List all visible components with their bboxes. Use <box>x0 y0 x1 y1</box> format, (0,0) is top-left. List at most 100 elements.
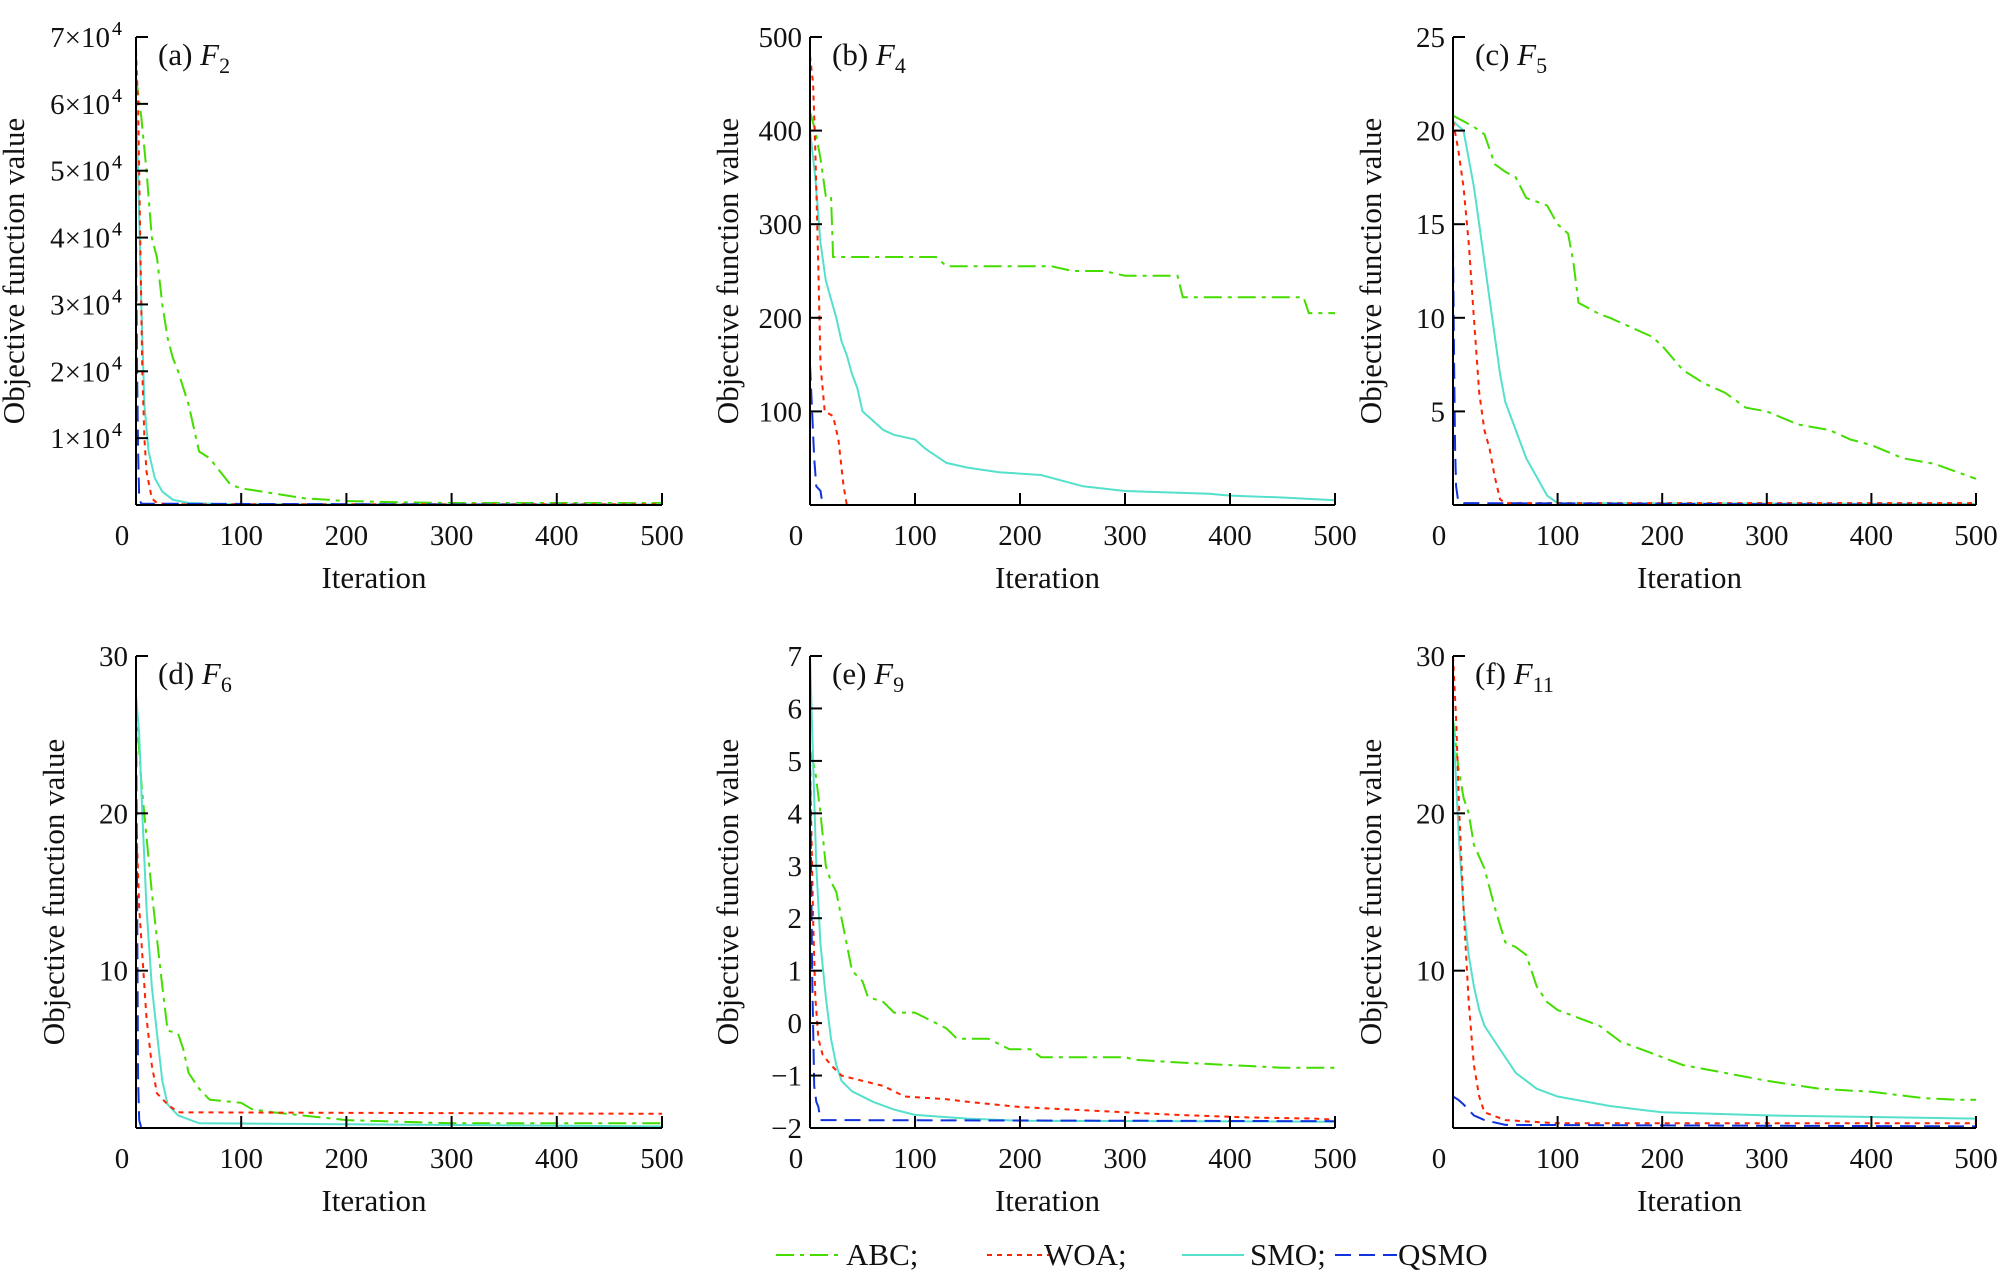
x-tick-label: 200 <box>325 520 369 552</box>
x-tick-label: 500 <box>640 520 684 552</box>
panel-d: 0 100 200 300 400 500 10 20 30 Iteration Objective… <box>36 641 684 1218</box>
x-tick-label: 100 <box>1536 1143 1580 1175</box>
x-tick-label: 400 <box>1850 1143 1894 1175</box>
series-line-abc <box>1452 718 1976 1101</box>
x-tick-label: 0 <box>115 520 130 552</box>
y-tick-label: 6×10 <box>50 89 110 121</box>
y-tick-label: 30 <box>99 641 128 673</box>
y-tick-exponent: 4 <box>112 18 122 40</box>
y-tick-label: 100 <box>759 396 803 428</box>
panel-title: (b) F4 <box>832 37 906 78</box>
legend-label: SMO; <box>1250 1237 1326 1272</box>
y-tick-exponent: 4 <box>112 219 122 241</box>
series-line-smo <box>809 655 1336 1123</box>
x-tick-label: 0 <box>1432 520 1447 552</box>
x-tick-label: 300 <box>430 1143 474 1175</box>
y-tick-label: 4 <box>788 798 803 830</box>
y-tick-label: 0 <box>788 1008 803 1040</box>
x-tick-label: 100 <box>1536 520 1580 552</box>
y-tick-label: 400 <box>759 116 803 148</box>
x-tick-label: 400 <box>1208 520 1252 552</box>
series-line-qsmo <box>1452 1095 1977 1128</box>
panel-title: (d) F6 <box>158 656 232 697</box>
y-tick-label: 7×10 <box>50 22 110 54</box>
x-tick-label: 0 <box>115 1143 130 1175</box>
x-axis-label: Iteration <box>1637 1183 1743 1218</box>
x-tick-label: 400 <box>1208 1143 1252 1175</box>
y-tick-label: 15 <box>1416 209 1445 241</box>
y-tick-label: 6 <box>788 693 803 725</box>
y-tick-exponent: 4 <box>112 285 122 307</box>
y-tick-exponent: 4 <box>112 352 122 374</box>
series-line-woa <box>1452 121 1976 505</box>
x-tick-label: 200 <box>1640 1143 1684 1175</box>
y-tick-label: 500 <box>759 22 803 54</box>
series-line-qsmo <box>809 760 1336 1123</box>
x-tick-label: 300 <box>1103 1143 1147 1175</box>
y-tick-label: 25 <box>1416 22 1445 54</box>
series-line-smo <box>135 695 663 1128</box>
x-tick-label: 0 <box>789 1143 804 1175</box>
series-line-abc <box>809 111 1335 315</box>
x-tick-label: 500 <box>1313 520 1357 552</box>
x-tick-label: 0 <box>1432 1143 1447 1175</box>
y-tick-label: 3 <box>788 851 803 883</box>
x-tick-label: 100 <box>219 520 263 552</box>
x-tick-label: 100 <box>893 520 937 552</box>
x-tick-label: 300 <box>430 520 474 552</box>
y-tick-label: 20 <box>1416 798 1445 830</box>
x-tick-label: 100 <box>893 1143 937 1175</box>
x-tick-label: 200 <box>325 1143 369 1175</box>
y-tick-label: 10 <box>1416 303 1445 335</box>
series-line-abc <box>809 750 1335 1069</box>
x-tick-label: 300 <box>1745 520 1789 552</box>
legend-label: QSMO <box>1398 1237 1488 1272</box>
series-line-abc <box>1452 114 1977 480</box>
panel-e: 0 100 200 300 400 500 −2 −1 0 1 2 3 4 5 6 7 Iteration Obj… <box>710 641 1357 1218</box>
y-tick-label: 7 <box>788 641 803 673</box>
panel-title: (a) F2 <box>158 37 230 78</box>
x-axis-label: Iteration <box>1637 560 1743 595</box>
y-axis-label: Objective function value <box>710 118 745 424</box>
x-tick-label: 200 <box>998 520 1042 552</box>
x-tick-label: 400 <box>535 1143 579 1175</box>
series-line-woa <box>809 55 1335 506</box>
y-tick-label: 1 <box>788 956 803 988</box>
y-axis-label: Objective function value <box>0 118 31 424</box>
y-tick-label: 10 <box>99 956 128 988</box>
x-axis-label: Iteration <box>321 1183 427 1218</box>
x-axis-label: Iteration <box>995 1183 1101 1218</box>
y-tick-label: 300 <box>759 209 803 241</box>
y-tick-label: 200 <box>759 303 803 335</box>
x-tick-label: 400 <box>535 520 579 552</box>
legend-label: ABC; <box>846 1237 918 1272</box>
y-tick-exponent: 4 <box>112 152 122 174</box>
y-tick-label: 20 <box>1416 116 1445 148</box>
series-line-qsmo <box>1452 242 1977 506</box>
y-tick-label: 30 <box>1416 641 1445 673</box>
series-line-qsmo <box>135 703 662 1129</box>
legend-label: WOA; <box>1044 1237 1127 1272</box>
y-tick-label: 2 <box>788 903 803 935</box>
series-line-abc <box>135 76 662 504</box>
y-tick-label: 10 <box>1416 956 1445 988</box>
x-tick-label: 500 <box>1954 1143 1998 1175</box>
y-tick-label: 5 <box>788 746 803 778</box>
x-tick-label: 200 <box>1640 520 1684 552</box>
x-tick-label: 500 <box>640 1143 684 1175</box>
y-axis-label: Objective function value <box>36 739 71 1045</box>
x-tick-label: 500 <box>1954 520 1998 552</box>
x-tick-label: 400 <box>1850 520 1894 552</box>
series-line-woa <box>135 813 663 1115</box>
series-line-smo <box>1452 120 1977 506</box>
y-axis-label: Objective function value <box>1353 118 1388 424</box>
y-tick-label: 2×10 <box>50 356 110 388</box>
y-tick-exponent: 4 <box>112 85 122 107</box>
y-tick-exponent: 4 <box>112 419 122 441</box>
series-line-smo <box>135 103 663 506</box>
x-tick-label: 0 <box>789 520 804 552</box>
y-tick-label: 3×10 <box>50 289 110 321</box>
series-line-woa <box>1452 655 1976 1125</box>
